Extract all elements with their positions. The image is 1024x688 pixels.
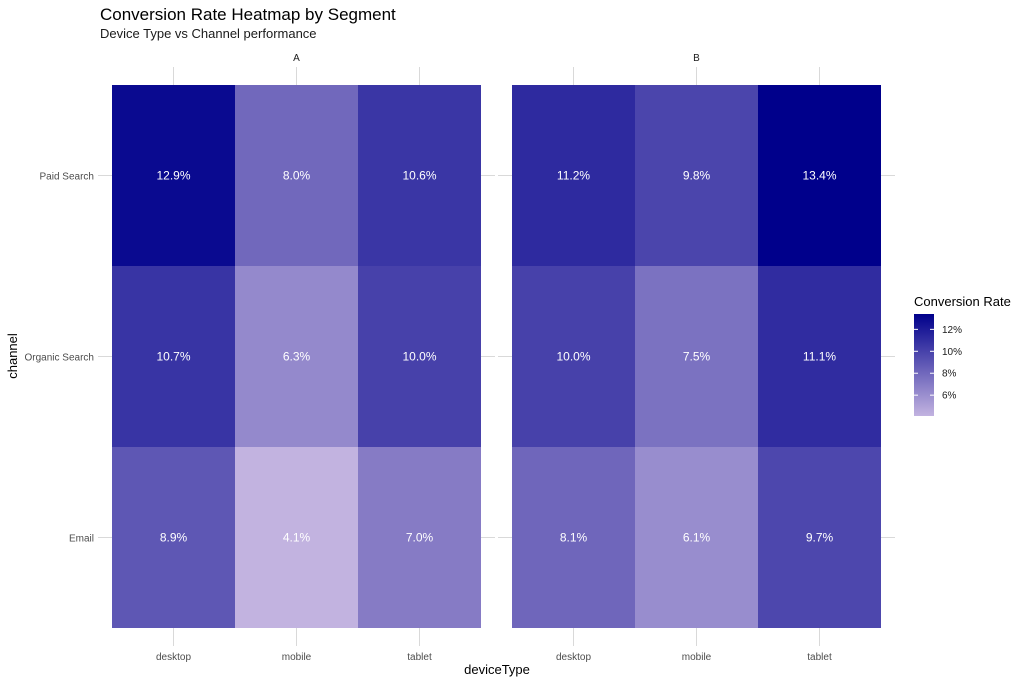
heatmap-cell bbox=[112, 85, 235, 266]
x-tick-label: mobile bbox=[282, 652, 312, 663]
y-tick-label: Organic Search bbox=[25, 353, 94, 364]
heatmap-cell bbox=[758, 266, 881, 447]
x-axis-label: deviceType bbox=[464, 662, 530, 677]
facet-label: A bbox=[293, 53, 300, 64]
x-tick-label: mobile bbox=[682, 652, 712, 663]
cell-value-label: 8.1% bbox=[560, 531, 588, 545]
heatmap-cell bbox=[235, 266, 358, 447]
legend-colorbar bbox=[914, 314, 934, 416]
cell-value-label: 11.2% bbox=[557, 169, 590, 183]
facet-panels: 12.9% 8.0% 10.6% 10.7% 6.3% 10.0% 8.9% 4.1% 7.0%… bbox=[112, 85, 881, 628]
cell-value-label: 10.0% bbox=[402, 350, 436, 364]
facet-label: B bbox=[693, 53, 700, 64]
heatmap-cell bbox=[758, 85, 881, 266]
heatmap-cell bbox=[758, 447, 881, 628]
legend-ticks: 12% 10% 8% 6% bbox=[914, 325, 962, 402]
heatmap-cell bbox=[512, 85, 635, 266]
x-tick-label: desktop bbox=[556, 652, 591, 663]
heatmap-cell bbox=[512, 447, 635, 628]
heatmap-cell bbox=[635, 85, 758, 266]
legend-tick-label: 12% bbox=[942, 325, 962, 336]
heatmap-cell bbox=[235, 85, 358, 266]
cell-value-label: 7.0% bbox=[406, 531, 434, 545]
cell-value-label: 4.1% bbox=[283, 531, 311, 545]
cell-value-label: 12.9% bbox=[156, 169, 190, 183]
chart-title: Conversion Rate Heatmap by Segment bbox=[100, 5, 396, 24]
legend-title: Conversion Rate bbox=[914, 294, 1011, 309]
cell-value-label: 6.1% bbox=[683, 531, 711, 545]
x-tick-label: tablet bbox=[807, 652, 832, 663]
heatmap-cell bbox=[112, 447, 235, 628]
cell-value-label: 8.0% bbox=[283, 169, 311, 183]
heatmap-cell bbox=[635, 447, 758, 628]
heatmap-cell bbox=[512, 266, 635, 447]
cell-value-label: 10.7% bbox=[156, 350, 190, 364]
chart-subtitle: Device Type vs Channel performance bbox=[100, 26, 317, 41]
color-legend: Conversion Rate 12% 10% 8% 6% bbox=[914, 294, 1011, 416]
cell-value-label: 7.5% bbox=[683, 350, 711, 364]
cell-value-label: 6.3% bbox=[283, 350, 311, 364]
y-tick-label: Paid Search bbox=[40, 172, 94, 183]
cell-value-label: 9.8% bbox=[683, 169, 711, 183]
cell-value-label: 8.9% bbox=[160, 531, 188, 545]
heatmap-cell bbox=[358, 266, 481, 447]
cell-value-label: 9.7% bbox=[806, 531, 834, 545]
heatmap-cell bbox=[358, 447, 481, 628]
legend-tick-label: 6% bbox=[942, 391, 957, 402]
x-tick-label: tablet bbox=[407, 652, 432, 663]
y-tick-label: Email bbox=[69, 534, 94, 545]
legend-tick-label: 10% bbox=[942, 347, 962, 358]
cell-value-label: 10.0% bbox=[556, 350, 590, 364]
heatmap-cell bbox=[235, 447, 358, 628]
heatmap-cell bbox=[112, 266, 235, 447]
x-tick-label: desktop bbox=[156, 652, 191, 663]
legend-tick-label: 8% bbox=[942, 369, 957, 380]
heatmap-cell bbox=[358, 85, 481, 266]
y-axis-label: channel bbox=[5, 333, 20, 379]
cell-value-label: 10.6% bbox=[402, 169, 436, 183]
cell-value-label: 11.1% bbox=[803, 350, 836, 364]
heatmap-cell bbox=[635, 266, 758, 447]
cell-value-label: 13.4% bbox=[802, 169, 836, 183]
